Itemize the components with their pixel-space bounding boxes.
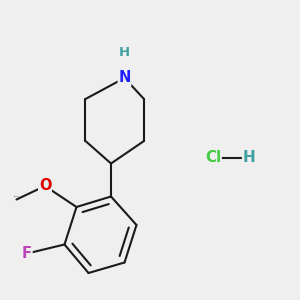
Text: F: F — [22, 246, 32, 261]
Text: O: O — [39, 178, 51, 194]
Text: H: H — [119, 46, 130, 59]
Text: H: H — [243, 150, 255, 165]
Text: Cl: Cl — [205, 150, 221, 165]
Text: N: N — [118, 70, 131, 86]
Text: methoxy: methoxy — [14, 196, 20, 197]
